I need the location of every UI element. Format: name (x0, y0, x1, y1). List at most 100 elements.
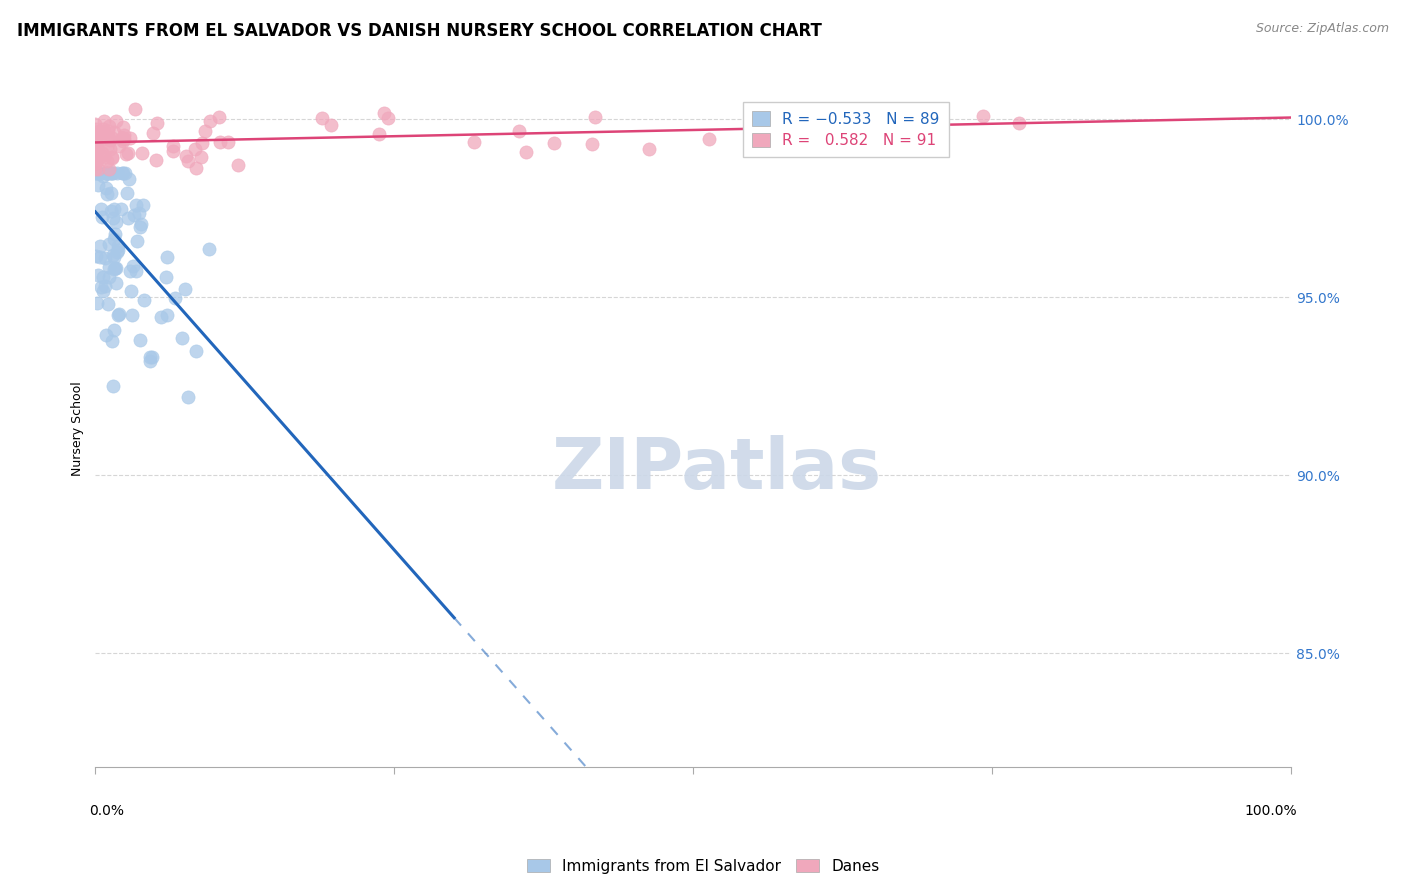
Point (155, 269, 177, 284)
Point (131, 146, 153, 161)
Point (142, 126, 165, 140)
Point (91, 125, 114, 139)
Point (766, 112, 789, 126)
Point (368, 128, 391, 142)
Point (128, 206, 150, 220)
Point (129, 333, 152, 347)
Point (105, 215, 128, 229)
Point (93, 251, 115, 265)
Point (84, 128, 107, 143)
Point (107, 139, 129, 153)
Point (122, 260, 145, 274)
Text: IMMIGRANTS FROM EL SALVADOR VS DANISH NURSERY SCHOOL CORRELATION CHART: IMMIGRANTS FROM EL SALVADOR VS DANISH NU… (17, 22, 821, 40)
Point (177, 391, 200, 405)
Legend: R = −0.533   N = 89, R =   0.582   N = 91: R = −0.533 N = 89, R = 0.582 N = 91 (742, 102, 949, 157)
Point (118, 264, 141, 278)
Legend: Immigrants from El Salvador, Danes: Immigrants from El Salvador, Danes (520, 853, 886, 880)
Point (84, 131, 107, 145)
Point (97, 166, 120, 180)
Point (84, 117, 107, 131)
Point (98, 260, 121, 274)
Point (190, 150, 212, 164)
Point (101, 248, 124, 262)
Point (100, 203, 122, 218)
Point (93, 113, 115, 128)
Point (191, 136, 214, 150)
Point (86, 296, 108, 310)
Point (84, 155, 107, 169)
Point (165, 292, 187, 306)
Point (145, 153, 167, 167)
Point (103, 125, 125, 139)
Point (107, 238, 129, 252)
Point (103, 378, 125, 392)
Point (111, 134, 134, 148)
Point (139, 350, 162, 364)
Point (117, 211, 139, 226)
Point (125, 234, 148, 248)
Point (117, 145, 139, 160)
Point (84, 122, 107, 136)
Text: 100.0%: 100.0% (1244, 805, 1298, 819)
Point (129, 217, 152, 231)
Point (697, 132, 720, 146)
Point (101, 150, 124, 164)
Point (638, 142, 661, 156)
Point (86, 139, 108, 153)
Point (84, 166, 107, 180)
Point (96, 130, 118, 145)
Point (96, 328, 118, 343)
Point (89, 166, 111, 180)
Point (94, 166, 117, 180)
Point (87, 124, 110, 138)
Point (107, 244, 129, 259)
Point (583, 110, 606, 124)
Point (111, 131, 134, 145)
Point (114, 147, 136, 161)
Point (177, 154, 200, 169)
Point (972, 109, 994, 123)
Point (91, 284, 114, 298)
Point (125, 198, 148, 212)
Point (311, 112, 333, 126)
Point (792, 112, 814, 126)
Point (84, 129, 107, 144)
Point (87, 166, 110, 180)
Point (105, 276, 128, 290)
Point (103, 323, 125, 337)
Point (162, 138, 184, 153)
Point (110, 202, 132, 217)
Point (90, 202, 112, 217)
Point (125, 264, 148, 278)
Point (96, 153, 118, 168)
Point (91, 169, 114, 183)
Point (122, 208, 145, 222)
Point (112, 128, 135, 142)
Point (112, 120, 135, 135)
Point (319, 118, 342, 132)
Point (198, 242, 221, 256)
Point (101, 334, 124, 349)
Point (101, 130, 124, 145)
Point (129, 220, 152, 235)
Point (132, 198, 155, 212)
Text: Source: ZipAtlas.com: Source: ZipAtlas.com (1256, 22, 1389, 36)
Point (94, 278, 117, 293)
Point (84, 138, 107, 153)
Point (200, 114, 222, 128)
Point (107, 166, 129, 180)
Point (103, 202, 125, 216)
Point (112, 132, 135, 146)
Y-axis label: Nursery School: Nursery School (72, 382, 84, 476)
Point (87, 161, 110, 176)
Point (84, 153, 107, 168)
Point (107, 308, 129, 322)
Point (156, 250, 179, 264)
Point (96, 166, 118, 180)
Point (208, 110, 231, 124)
Point (463, 135, 485, 149)
Point (86, 143, 108, 157)
Point (508, 124, 530, 138)
Point (89, 239, 111, 253)
Point (84, 133, 107, 147)
